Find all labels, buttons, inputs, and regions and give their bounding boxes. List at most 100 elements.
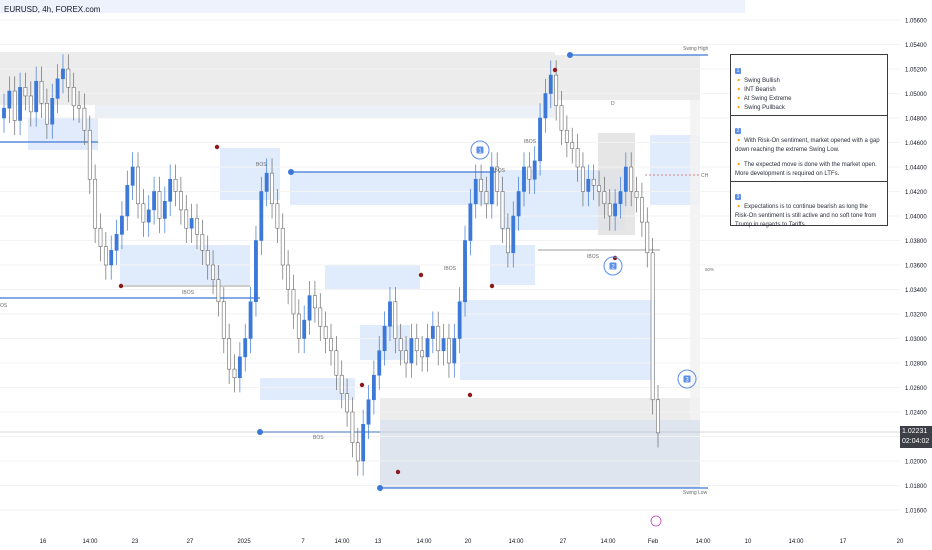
zone-rect [95,105,555,118]
candle-body [248,301,253,339]
candle-body [366,399,371,425]
x-tick-label: 14:00 [508,539,524,545]
candle-body [157,191,162,219]
candle-body [361,423,366,462]
candle-body [457,301,462,339]
candle-body [581,166,585,192]
zone-rect [690,100,700,420]
candle-body [162,201,167,219]
candle-body [313,295,317,309]
candle-body [479,178,484,192]
candle-body [243,338,248,358]
y-tick-label: 1.03200 [905,313,927,319]
y-tick-label: 1.05600 [905,19,927,25]
x-tick-label: 10 [745,539,752,545]
x-tick-label: 17 [840,539,847,545]
x-tick-label: Feb [648,539,659,545]
candle-body [388,301,392,327]
candle-body [634,191,639,198]
candle-body [339,374,344,394]
event-icon [650,515,662,527]
note-line: Risk-On sentiment is still active and no… [735,213,877,219]
x-tick-label: 27 [187,539,194,545]
analysis-note-box[interactable]: 1 🔸 Swing Bullish 🔸 INT Bearish 🔸 At Swi… [730,54,888,228]
note-2-marker: 2 [735,128,741,134]
candle-body [82,107,87,131]
y-tick-label: 1.01800 [905,484,927,490]
marker-box [476,146,484,154]
candle-body [554,74,559,107]
note-divider [731,181,887,182]
note-line: 🔸 INT Bearish [735,87,776,93]
candle-body [114,234,119,251]
candle-body [452,338,457,364]
candle-body [425,338,430,358]
note-line: 🔸 Swing Pullback [735,105,785,111]
header-strip [0,0,745,13]
candle-body [34,80,39,113]
x-tick-label: 7 [301,539,305,545]
candle-body [640,197,644,223]
y-tick-label: 1.02400 [905,411,927,417]
candle-body [18,87,22,121]
x-tick-label: 14:00 [600,539,616,545]
candle-body [650,252,655,401]
candle-body [527,166,532,180]
swing-low-label: Swing Low [683,490,708,496]
y-tick-label: 1.04000 [905,215,927,221]
candle-body [55,78,60,99]
pivot-dot [467,392,473,398]
pivot-dot [489,283,495,289]
zone-rect [460,300,655,380]
candle-body [511,215,516,254]
candle-body [543,93,548,119]
y-tick-label: 1.03600 [905,264,927,270]
candle-body [613,203,618,217]
y-tick-label: 1.05000 [905,92,927,98]
candle-body [130,166,135,186]
candle-body [586,178,591,192]
swing-point [567,52,573,58]
y-tick-label: 1.01600 [905,509,927,515]
note-3-marker: 3 [735,194,741,200]
candle-body [184,209,189,229]
x-tick-label: 14:00 [416,539,432,545]
countdown-label: 02:04:02 [902,438,930,445]
candle-body [103,246,108,266]
note-section-3: 3 🔸 Expectations is to continue bearish … [731,185,887,230]
candle-body [28,95,33,113]
ibos-label: IBOS [182,290,195,296]
candle-body [12,90,17,121]
x-tick-label: 14:00 [82,539,98,545]
swing-high-label: Swing High [683,46,709,52]
candle-body [538,117,542,162]
candle-body [173,178,178,192]
candle-body [334,350,339,376]
candle-body [414,338,419,352]
candle-body [61,68,65,80]
pct-label: 50% [705,267,714,272]
candle-body [591,178,596,186]
y-tick-label: 1.05400 [905,43,927,49]
marker-ring [470,140,490,160]
note-section-1: 1 🔸 Swing Bullish 🔸 INT Bearish 🔸 At Swi… [731,59,887,113]
candle-body [77,105,81,109]
zone-rect [325,265,420,290]
candle-body [237,356,242,379]
candle-body [355,442,360,462]
zone-rect [380,420,700,488]
candle-body [447,338,451,364]
candle-body [125,185,130,217]
marker-ring [677,369,697,389]
bos-label: BOS [313,435,324,441]
candle-body [323,325,328,339]
candle-body [120,215,124,235]
d-label: D [611,101,615,107]
note-divider [731,115,887,116]
candle-body [168,178,173,202]
pivot-dot [214,144,220,150]
y-tick-label: 1.04600 [905,141,927,147]
chart-title: EURUSD, 4h, FOREX.com [4,5,101,14]
ibos-label: IBOS [444,266,457,272]
